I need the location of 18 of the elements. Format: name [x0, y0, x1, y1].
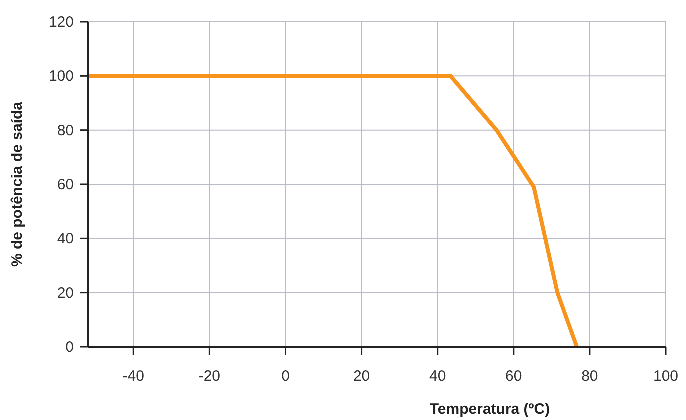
y-tick-label: 120	[48, 14, 74, 31]
x-tick-label: 0	[282, 368, 290, 385]
y-tick-label: 0	[66, 339, 74, 356]
y-tick-label: 100	[48, 68, 74, 86]
y-tick-label: 80	[57, 122, 74, 140]
x-tick-label: 40	[430, 368, 446, 385]
x-tick-label: -40	[122, 368, 144, 385]
x-tick-label: -20	[198, 368, 221, 385]
x-tick-label: 20	[353, 368, 370, 385]
y-tick-label: 40	[57, 230, 74, 248]
y-tick-label: 60	[57, 176, 74, 194]
x-tick-label: 60	[506, 368, 522, 385]
line-series	[86, 74, 580, 349]
x-tick-label: 100	[653, 368, 679, 385]
y-tick-label: 20	[57, 284, 74, 302]
x-tick-label: 80	[582, 368, 598, 385]
x-axis-title: Temperatura (ºC)	[430, 401, 550, 418]
y-axis-title: % de potência de saída	[9, 101, 26, 268]
